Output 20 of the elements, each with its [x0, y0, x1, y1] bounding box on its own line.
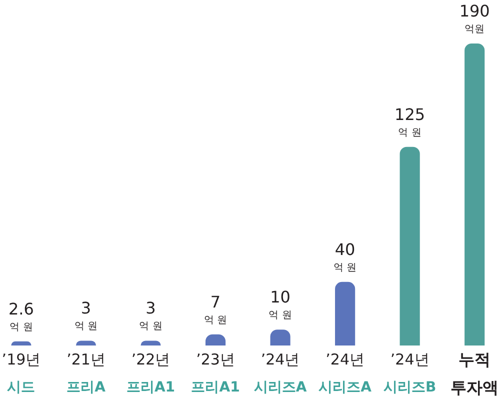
- data-label: 10 억 원: [268, 288, 292, 322]
- x-tick-label: ’24년 시리즈A: [254, 350, 307, 396]
- bar: [464, 44, 485, 346]
- data-label: 7 억 원: [204, 292, 228, 326]
- data-label: 3 억 원: [139, 298, 162, 332]
- x-tick-label: 누적 투자액: [450, 350, 499, 397]
- x-tick-label: ’22년 프리A1: [126, 350, 176, 396]
- x-tick-label: ’19년 시드: [2, 350, 41, 396]
- bar: [270, 330, 290, 346]
- x-tick-label: ’24년 시리즈B: [383, 350, 436, 396]
- data-label: 2.6 억 원: [8, 299, 34, 333]
- x-tick-label: ’23년 프리A1: [191, 350, 240, 396]
- data-label: 125 억 원: [394, 104, 426, 138]
- x-tick-label: ’21년 프리A: [66, 350, 106, 396]
- bar: [400, 146, 420, 346]
- data-label: 40 억 원: [333, 240, 357, 274]
- x-tick-label: ’24년 시리즈A: [318, 350, 372, 396]
- data-label: 3 억 원: [74, 298, 98, 332]
- data-label: 190 억원: [459, 2, 490, 35]
- bar: [335, 282, 356, 346]
